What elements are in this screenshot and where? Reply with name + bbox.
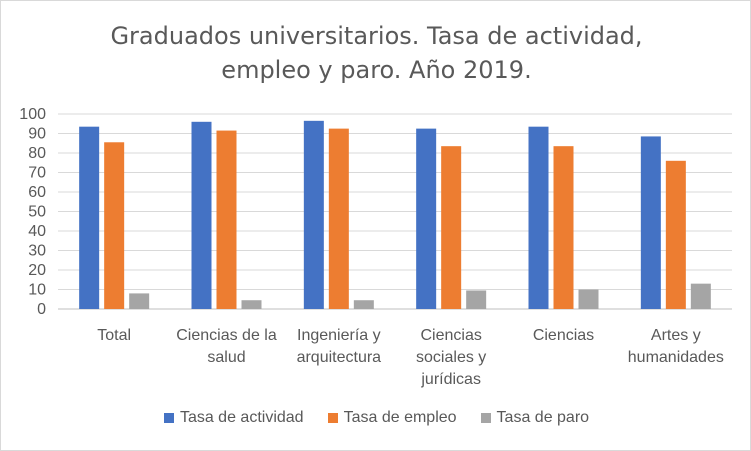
y-tick-label: 50 xyxy=(28,204,46,221)
chart-title-line-2: empleo y paro. Año 2019. xyxy=(221,56,532,84)
bar-actividad xyxy=(191,121,212,309)
y-tick-label: 80 xyxy=(28,145,46,162)
x-category-label-line: Ciencias xyxy=(420,327,481,344)
y-tick-label: 20 xyxy=(28,262,46,279)
x-category-label-line: arquitectura xyxy=(297,349,382,366)
bar-empleo xyxy=(328,128,349,309)
x-category-label: Ciencias de la salud xyxy=(176,327,277,366)
bar-paro xyxy=(690,283,711,309)
legend-swatch-paro xyxy=(480,413,491,423)
bar-empleo xyxy=(553,146,574,309)
legend-label-actividad: Tasa de actividad xyxy=(179,409,304,426)
bar-paro xyxy=(129,293,150,309)
y-tick-label: 10 xyxy=(28,282,46,299)
y-tick-label: 40 xyxy=(28,223,46,240)
x-category-label-line: sociales y xyxy=(416,349,486,366)
bar-paro xyxy=(353,300,374,309)
legend-swatch-actividad xyxy=(163,413,174,423)
legend-label-paro: Tasa de paro xyxy=(496,409,590,426)
chart-title: Graduados universitarios. Tasa de activi… xyxy=(1,19,750,87)
legend-swatch-empleo xyxy=(327,413,338,423)
chart-title-line-1: Graduados universitarios. Tasa de activi… xyxy=(110,22,643,50)
bar-paro xyxy=(241,300,262,309)
legend-item-empleo: Tasa de empleo xyxy=(327,409,457,427)
legend-item-paro: Tasa de paro xyxy=(480,409,590,427)
x-category-label-line: Ingeniería y xyxy=(297,327,381,344)
chart-legend: Tasa de actividad Tasa de empleo Tasa de… xyxy=(1,409,750,427)
x-category-label: Ingeniería y arquitectura xyxy=(297,327,382,366)
bar-empleo xyxy=(104,142,125,309)
bar-actividad xyxy=(640,136,661,309)
bar-empleo xyxy=(665,160,686,309)
bar-paro xyxy=(578,289,599,309)
bar-empleo xyxy=(216,130,237,309)
bar-actividad xyxy=(528,126,549,309)
y-tick-label: 70 xyxy=(28,165,46,182)
x-category-label-line: jurídicas xyxy=(420,371,481,388)
y-tick-label: 100 xyxy=(19,106,46,123)
y-tick-label: 60 xyxy=(28,184,46,201)
y-tick-label: 90 xyxy=(28,126,46,143)
bar-paro xyxy=(466,290,487,309)
bar-actividad xyxy=(79,126,100,309)
x-category-label: Total xyxy=(97,327,131,344)
x-category-label-line: Total xyxy=(97,327,131,344)
legend-label-empleo: Tasa de empleo xyxy=(343,409,457,426)
x-category-label: Ciencias sociales y jurídicas xyxy=(416,327,486,388)
y-tick-label: 30 xyxy=(28,243,46,260)
x-category-label-line: salud xyxy=(207,349,245,366)
y-tick-label: 0 xyxy=(37,301,46,318)
x-category-label: Artes y humanidades xyxy=(628,327,724,366)
x-category-label-line: Ciencias de la xyxy=(176,327,277,344)
x-category-label-line: Ciencias xyxy=(533,327,594,344)
bar-actividad xyxy=(303,120,324,309)
x-category-label-line: Artes y xyxy=(651,327,701,344)
x-category-label-line: humanidades xyxy=(628,349,724,366)
x-category-label: Ciencias xyxy=(533,327,594,344)
bar-empleo xyxy=(441,146,462,309)
legend-item-actividad: Tasa de actividad xyxy=(163,409,304,427)
bar-actividad xyxy=(416,128,437,309)
